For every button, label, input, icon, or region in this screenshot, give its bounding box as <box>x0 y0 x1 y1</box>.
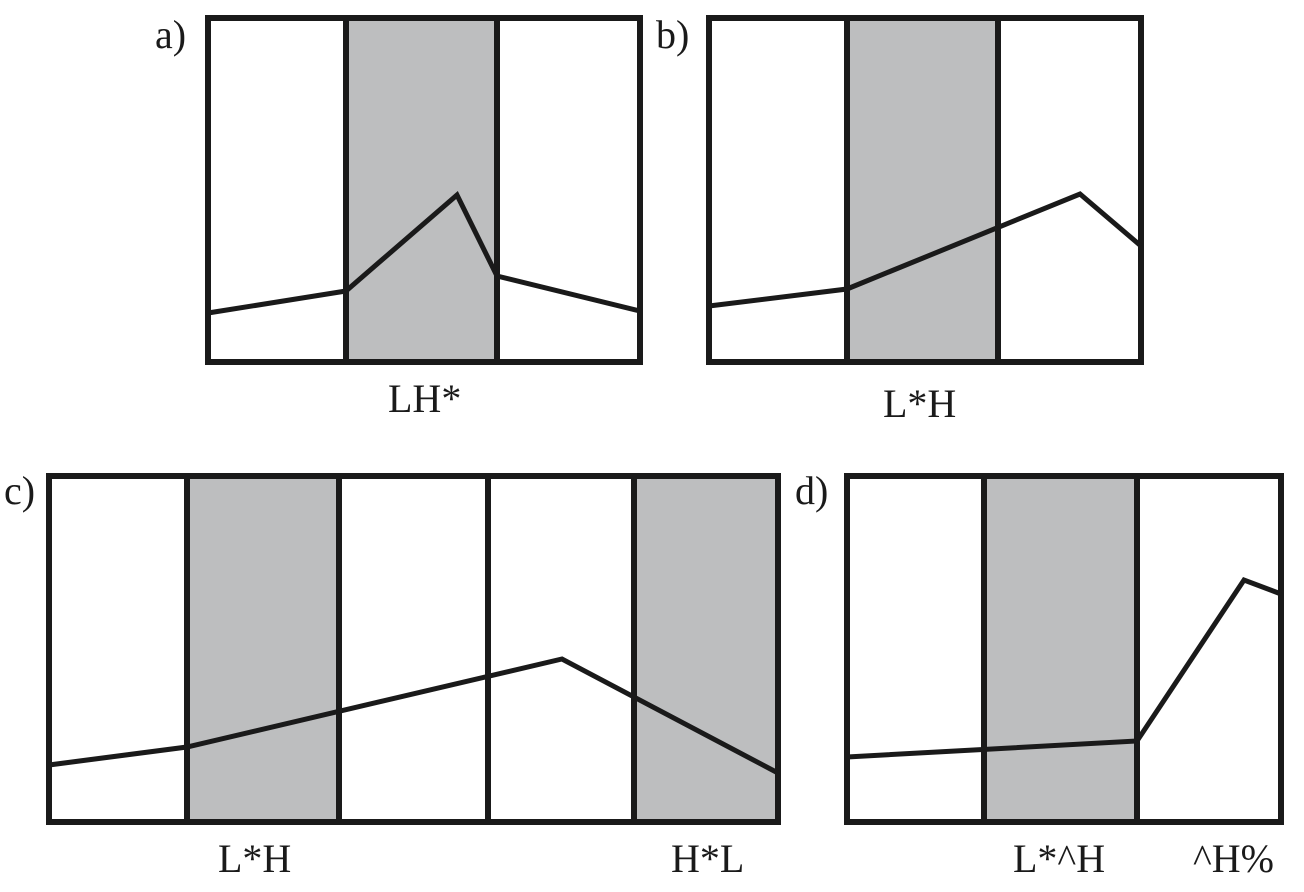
panel-c-letter: c) <box>4 468 35 513</box>
panel-d: d) L*^H ^H% <box>795 468 1284 881</box>
panel-d-label-2: ^H% <box>1193 836 1274 881</box>
panel-d-label-1: L*^H <box>1013 836 1105 881</box>
panel-c-label-2: H*L <box>671 836 744 881</box>
panel-c-segment-2-shade <box>187 476 339 822</box>
panel-d-pitch-contour <box>846 576 1282 760</box>
panel-c-pitch-contour <box>48 656 780 776</box>
panel-c-label-1: L*H <box>218 836 291 881</box>
panel-d-frame <box>844 473 1284 825</box>
panel-a-frame <box>205 15 643 365</box>
panel-c-frame <box>46 473 781 825</box>
panel-b-pitch-contour <box>708 191 1143 309</box>
panel-b-segment-2-shade <box>847 18 998 362</box>
panel-a-pitch-contour <box>207 190 641 316</box>
panel-a: a) LH* <box>155 12 643 421</box>
panel-b-label-1: L*H <box>883 381 956 426</box>
panel-c-segment-5-shade <box>634 476 778 822</box>
panel-b-letter: b) <box>656 12 689 57</box>
panel-d-segment-2-shade <box>984 476 1137 822</box>
panel-a-segment-2-shade <box>346 18 497 362</box>
panel-c: c) L*H H*L <box>4 468 781 881</box>
panel-b: b) L*H <box>656 12 1144 426</box>
panel-a-letter: a) <box>155 12 186 57</box>
panel-b-frame <box>706 15 1144 365</box>
panel-a-label-1: LH* <box>388 376 461 421</box>
panel-d-letter: d) <box>795 468 828 513</box>
